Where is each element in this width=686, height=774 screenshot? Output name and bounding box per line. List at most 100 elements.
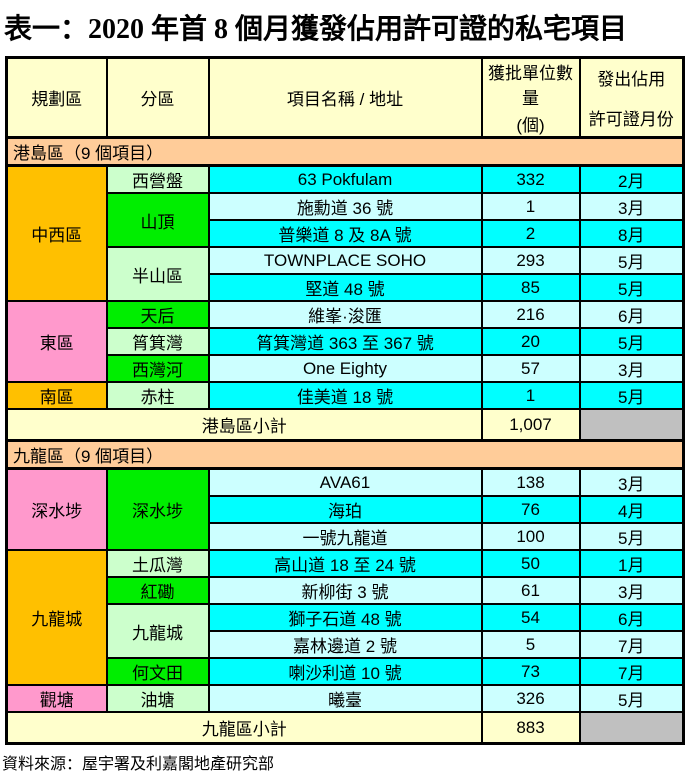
month-cell: 6月 <box>578 603 685 632</box>
month-cell: 3月 <box>578 192 685 221</box>
project-row: 堅道 48 號 85 5月 <box>7 273 685 302</box>
project-row: 嘉林邊道 2 號 5 7月 <box>7 630 685 659</box>
month-cell: 7月 <box>578 657 685 686</box>
subtotal-empty-cell <box>578 408 685 442</box>
col-header-units-line2: (個) <box>516 116 545 135</box>
units-cell: 73 <box>480 657 581 686</box>
units-cell: 5 <box>480 630 581 659</box>
project-name-cell: 海珀 <box>207 495 483 524</box>
project-name-cell: 獅子石道 48 號 <box>207 603 483 632</box>
col-header-month-line2: 許可證月份 <box>588 110 674 129</box>
project-name-cell: 普樂道 8 及 8A 號 <box>207 219 483 248</box>
project-name-cell: 一號九龍道 <box>207 522 483 551</box>
project-name-cell: 筲箕灣道 363 至 367 號 <box>207 327 483 356</box>
col-header-month-line1: 發出佔用 <box>597 70 666 89</box>
col-header-units-line1: 獲批單位數量 <box>488 64 573 108</box>
col-header-subdistrict: 分區 <box>105 56 210 139</box>
subtotal-value: 1,007 <box>480 408 581 442</box>
units-cell: 293 <box>480 246 581 275</box>
month-cell: 2月 <box>578 164 685 194</box>
month-cell: 3月 <box>578 467 685 497</box>
section-header-row: 九龍區（9 個項目） <box>5 439 685 470</box>
subdistrict-cell: 九龍城 <box>105 603 210 659</box>
project-row: 西灣河 One Eighty 57 3月 <box>7 354 685 383</box>
subdistrict-cell: 何文田 <box>105 657 210 686</box>
subdistrict-cell: 山頂 <box>105 192 210 248</box>
subdistrict-cell: 半山區 <box>105 246 210 302</box>
project-row: 一號九龍道 100 5月 <box>7 522 685 551</box>
project-name-cell: AVA61 <box>207 467 483 497</box>
subdistrict-cell: 赤柱 <box>105 381 210 410</box>
project-row: 觀塘 油塘 曦臺 326 5月 <box>5 684 685 713</box>
month-cell: 5月 <box>578 273 685 302</box>
units-cell: 332 <box>480 164 581 194</box>
subtotal-row: 九龍區小計 883 <box>5 711 685 745</box>
district-cell: 觀塘 <box>5 684 108 713</box>
month-cell: 5月 <box>578 246 685 275</box>
subdistrict-cell: 天后 <box>105 300 210 329</box>
project-name-cell: 喇沙利道 10 號 <box>207 657 483 686</box>
project-name-cell: One Eighty <box>207 354 483 383</box>
month-cell: 7月 <box>578 630 685 659</box>
project-row: 南區 赤柱 佳美道 18 號 1 5月 <box>5 381 685 410</box>
col-header-units: 獲批單位數量 (個) <box>480 56 581 139</box>
district-cell: 東區 <box>5 300 108 383</box>
project-row: 山頂 施勳道 36 號 1 3月 <box>7 192 685 248</box>
project-name-cell: 高山道 18 至 24 號 <box>207 549 483 578</box>
units-cell: 50 <box>480 549 581 578</box>
units-cell: 57 <box>480 354 581 383</box>
district-cell: 中西區 <box>5 164 108 302</box>
month-cell: 8月 <box>578 219 685 248</box>
subdistrict-cell: 深水埗 <box>105 467 210 551</box>
section-header-label: 港島區（9 個項目） <box>5 136 685 167</box>
month-cell: 4月 <box>578 495 685 524</box>
table-header-row: 規劃區 分區 項目名稱 / 地址 獲批單位數量 (個) 發出佔用 許可證月份 <box>5 56 685 139</box>
permits-table: 規劃區 分區 項目名稱 / 地址 獲批單位數量 (個) 發出佔用 許可證月份 港… <box>5 56 685 745</box>
project-row: 東區 天后 維峯·浚匯 216 6月 <box>5 300 685 383</box>
district-cell: 深水埗 <box>5 467 108 551</box>
project-row: 普樂道 8 及 8A 號 2 8月 <box>7 219 685 248</box>
section-header-row: 港島區（9 個項目） <box>5 136 685 167</box>
project-row: 九龍城 獅子石道 48 號 54 6月 <box>7 603 685 659</box>
subtotal-empty-cell <box>578 711 685 745</box>
units-cell: 1 <box>480 192 581 221</box>
project-row: 深水埗 深水埗 AVA61 138 3月 <box>5 467 685 551</box>
month-cell: 6月 <box>578 300 685 329</box>
subtotal-label: 港島區小計 <box>5 408 483 442</box>
subdistrict-cell: 筲箕灣 <box>105 327 210 356</box>
subdistrict-cell: 西營盤 <box>105 164 210 194</box>
district-cell: 南區 <box>5 381 108 410</box>
units-cell: 216 <box>480 300 581 329</box>
project-row: 海珀 76 4月 <box>7 495 685 524</box>
month-cell: 3月 <box>578 354 685 383</box>
units-cell: 1 <box>480 381 581 410</box>
project-row: 中西區 西營盤 63 Pokfulam 332 2月 <box>5 164 685 302</box>
section-header-label: 九龍區（9 個項目） <box>5 439 685 470</box>
subtotal-label: 九龍區小計 <box>5 711 483 745</box>
project-name-cell: 63 Pokfulam <box>207 164 483 194</box>
table-body: 港島區（9 個項目） 中西區 西營盤 63 Pokfulam 332 2月 山頂 施勳道 36… <box>5 136 685 745</box>
subtotal-value: 883 <box>480 711 581 745</box>
subdistrict-cell: 土瓜灣 <box>105 549 210 578</box>
project-name-cell: 堅道 48 號 <box>207 273 483 302</box>
project-name-cell: 新柳街 3 號 <box>207 576 483 605</box>
project-name-cell: TOWNPLACE SOHO <box>207 246 483 275</box>
project-row: 筲箕灣 筲箕灣道 363 至 367 號 20 5月 <box>7 327 685 356</box>
subdistrict-cell: 紅磡 <box>105 576 210 605</box>
month-cell: 5月 <box>578 327 685 356</box>
project-row: 何文田 喇沙利道 10 號 73 7月 <box>7 657 685 686</box>
month-cell: 5月 <box>578 381 685 410</box>
month-cell: 5月 <box>578 522 685 551</box>
units-cell: 326 <box>480 684 581 713</box>
project-name-cell: 施勳道 36 號 <box>207 192 483 221</box>
project-name-cell: 嘉林邊道 2 號 <box>207 630 483 659</box>
col-header-planning-area: 規劃區 <box>5 56 108 139</box>
subtotal-row: 港島區小計 1,007 <box>5 408 685 442</box>
subdistrict-cell: 西灣河 <box>105 354 210 383</box>
project-row: 九龍城 土瓜灣 高山道 18 至 24 號 50 1月 <box>5 549 685 686</box>
col-header-month: 發出佔用 許可證月份 <box>578 56 685 139</box>
units-cell: 2 <box>480 219 581 248</box>
subdistrict-cell: 油塘 <box>105 684 210 713</box>
project-name-cell: 維峯·浚匯 <box>207 300 483 329</box>
units-cell: 76 <box>480 495 581 524</box>
